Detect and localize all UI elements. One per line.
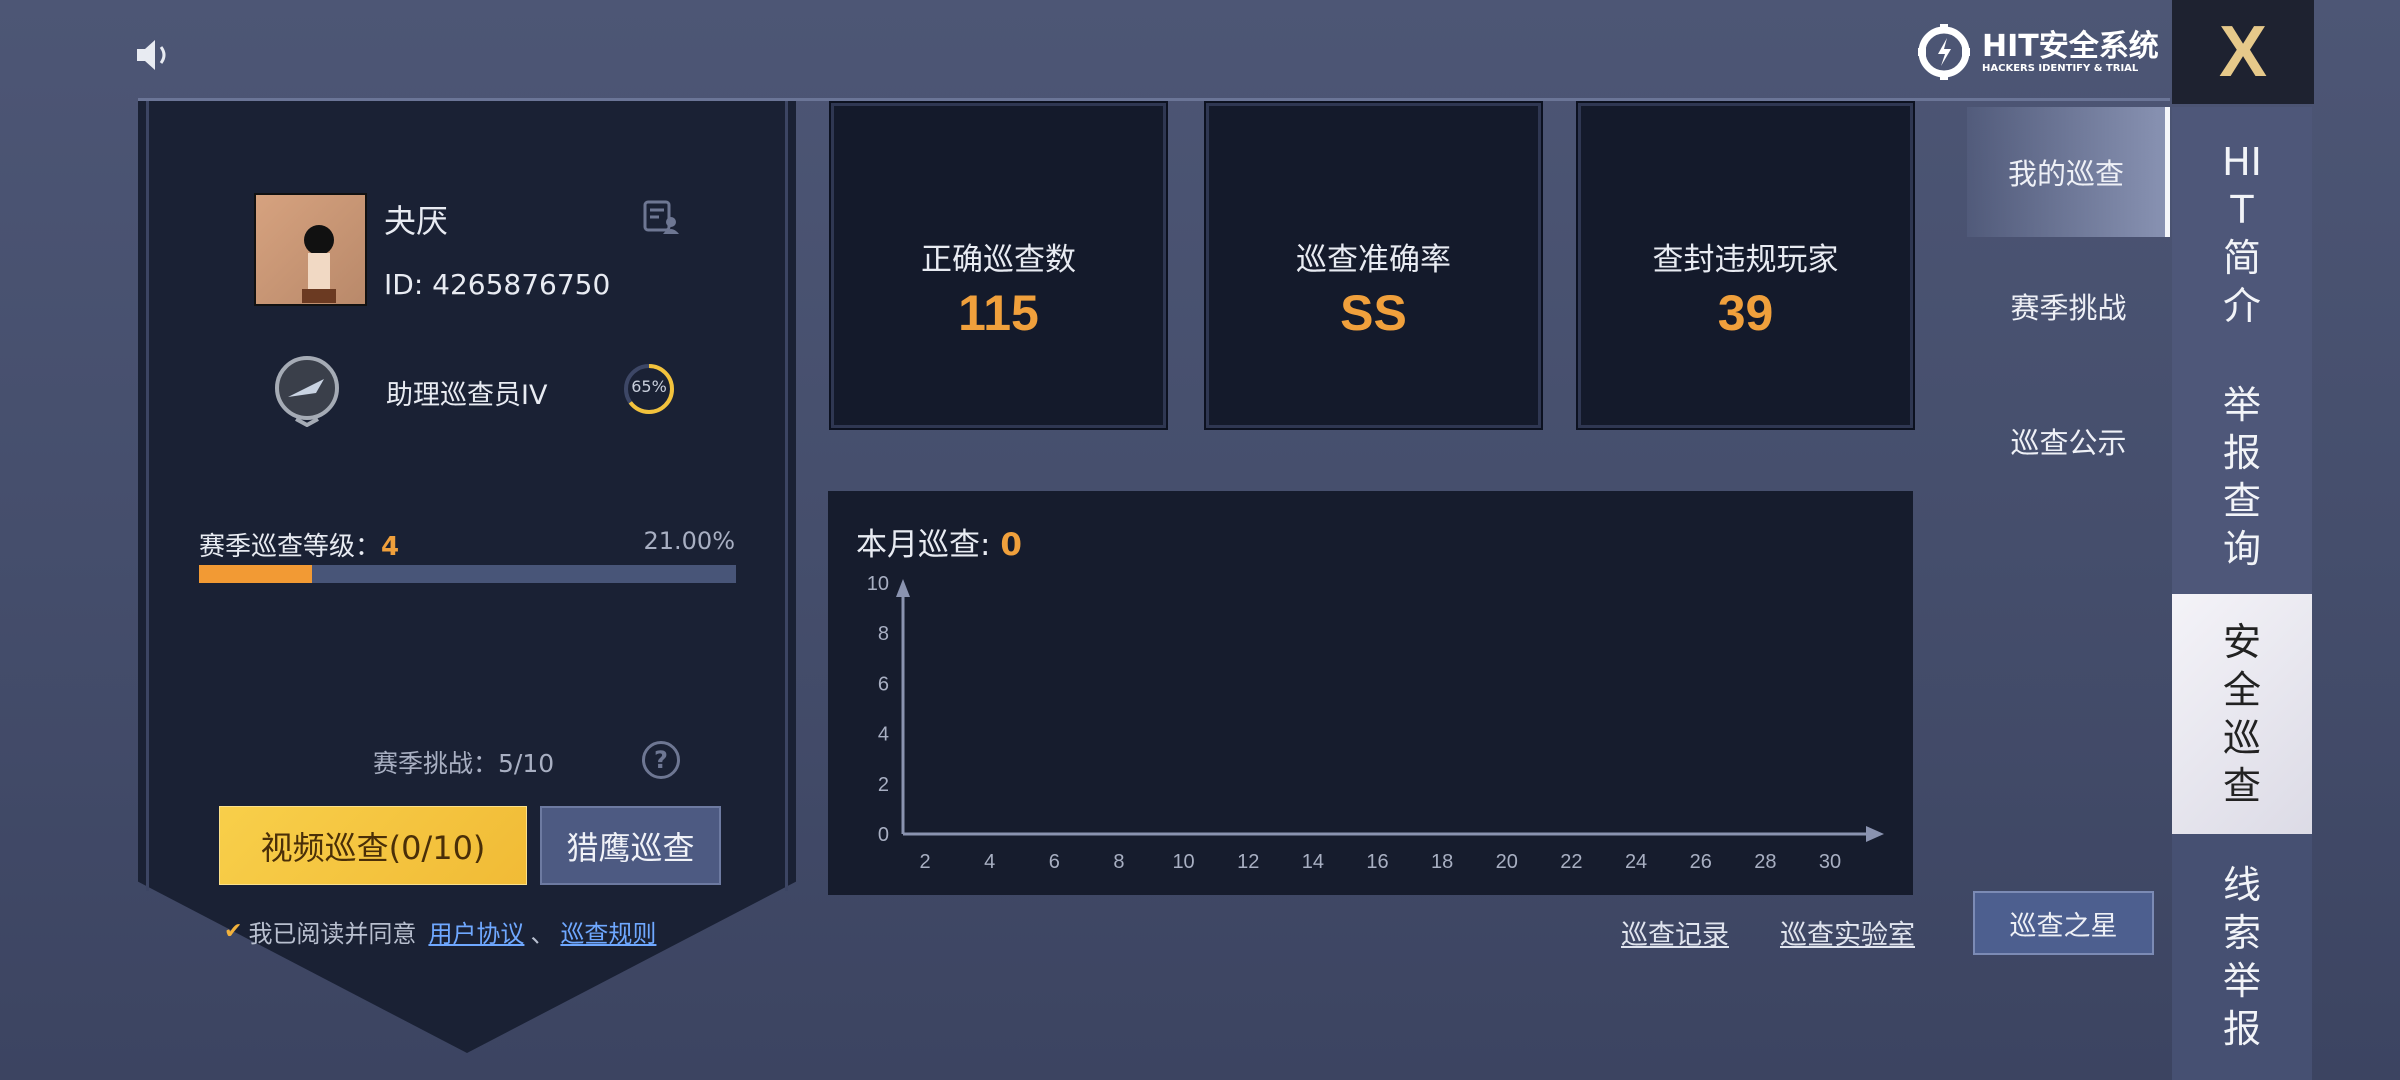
stat-card-banned: 查封违规玩家 39 xyxy=(1576,101,1915,430)
subnav-patrol-notice[interactable]: 巡查公示 xyxy=(2010,426,2127,460)
season-progress-fill xyxy=(199,565,312,583)
user-agreement-link[interactable]: 用户协议 xyxy=(428,920,525,948)
rank-progress-text: 65% xyxy=(631,377,667,396)
help-icon[interactable]: ? xyxy=(642,741,680,779)
y-tick-label: 0 xyxy=(878,824,889,846)
tab-security-patrol[interactable]: 安全巡查 xyxy=(2172,594,2312,834)
patrol-records-link[interactable]: 巡查记录 xyxy=(1621,920,1729,951)
agree-text: 我已阅读并同意 xyxy=(248,920,417,948)
avatar[interactable] xyxy=(254,193,367,306)
x-tick-label: 12 xyxy=(1237,851,1259,873)
stat-value: 39 xyxy=(1717,285,1774,341)
subnav-my-patrol[interactable]: 我的巡查 xyxy=(1967,107,2170,237)
x-tick-label: 6 xyxy=(1049,851,1060,873)
agreement-row: ✔ 我已阅读并同意 用户协议、巡查规则 xyxy=(224,914,656,949)
stat-label: 巡查准确率 xyxy=(1296,242,1451,278)
x-tick-label: 10 xyxy=(1172,851,1194,873)
x-tick-label: 26 xyxy=(1690,851,1712,873)
x-tick-label: 20 xyxy=(1496,851,1518,873)
monthly-value: 0 xyxy=(1000,527,1022,563)
x-tick-label: 16 xyxy=(1366,851,1388,873)
tab-report-query[interactable]: 举报查询 xyxy=(2172,360,2312,594)
patrol-lab-link[interactable]: 巡查实验室 xyxy=(1780,920,1915,951)
monthly-chart-panel: 本月巡查: 0 0 2 4 6 8 10 2 4 6 8 10 12 14 16 18 20 22 24 26 28 3… xyxy=(828,491,1913,895)
speaker-icon[interactable] xyxy=(135,38,175,72)
y-tick-label: 4 xyxy=(878,724,889,746)
stat-label: 查封违规玩家 xyxy=(1652,242,1839,278)
x-tick-label: 22 xyxy=(1560,851,1582,873)
x-tick-label: 24 xyxy=(1625,851,1647,873)
stat-value: 115 xyxy=(958,285,1039,341)
patrol-star-button[interactable]: 巡查之星 xyxy=(1973,891,2154,955)
season-challenge: 赛季挑战：5/10 xyxy=(373,749,555,778)
y-tick-label: 10 xyxy=(867,573,889,595)
stat-card-correct: 正确巡查数 115 xyxy=(829,101,1168,430)
x-tick-label: 30 xyxy=(1819,851,1841,873)
player-name: 夬厌 xyxy=(384,202,449,240)
x-tick-label: 2 xyxy=(919,851,930,873)
agree-separator: 、 xyxy=(530,920,555,948)
x-tick-label: 4 xyxy=(984,851,995,873)
logo-subtitle: HACKERS IDENTIFY & TRIAL xyxy=(1982,62,2139,74)
y-tick-label: 8 xyxy=(878,623,889,645)
stat-value: SS xyxy=(1340,285,1407,341)
header-divider xyxy=(138,98,2170,101)
panel-border-left xyxy=(146,101,149,891)
player-id: ID: 4265876750 xyxy=(384,268,611,301)
tab-label: 安全巡查 xyxy=(2222,620,2261,808)
x-axis-arrow xyxy=(1866,826,1884,842)
season-level-value: 4 xyxy=(381,532,400,562)
hit-logo: HIT安全系统 HACKERS IDENTIFY & TRIAL xyxy=(1916,22,2159,82)
season-level-label: 赛季巡查等级： xyxy=(199,532,382,562)
stat-label: 正确巡查数 xyxy=(921,242,1076,278)
subnav-season-challenge[interactable]: 赛季挑战 xyxy=(2010,291,2127,325)
x-tick-label: 14 xyxy=(1302,851,1324,873)
rank-progress-ring xyxy=(624,364,674,414)
patrol-rules-link[interactable]: 巡查规则 xyxy=(560,920,657,948)
season-percent: 21.00% xyxy=(643,527,735,555)
logo-title: HIT安全系统 xyxy=(1982,28,2159,64)
tab-label: HIT简介 xyxy=(2222,139,2262,328)
tab-hit-intro[interactable]: HIT简介 xyxy=(2172,107,2312,360)
tab-label: 举报查询 xyxy=(2222,383,2261,571)
x-tick-label: 8 xyxy=(1113,851,1124,873)
profile-card-icon[interactable] xyxy=(643,200,679,236)
panel-border-right xyxy=(785,101,788,891)
x-tick-label: 18 xyxy=(1431,851,1453,873)
agree-checkbox[interactable]: ✔ xyxy=(224,919,243,944)
rank-badge-icon xyxy=(275,356,339,427)
hawk-patrol-button[interactable]: 猎鹰巡查 xyxy=(540,806,721,885)
season-level: 赛季巡查等级：4 xyxy=(199,526,399,563)
monthly-label: 本月巡查: 0 xyxy=(856,519,1022,564)
x-logo-icon[interactable]: X xyxy=(2172,0,2314,104)
monthly-label-text: 本月巡查: xyxy=(856,527,991,563)
tab-clue-report[interactable]: 线索举报 xyxy=(2172,834,2312,1080)
video-patrol-button[interactable]: 视频巡查(0/10) xyxy=(219,806,527,885)
lightning-shield-icon xyxy=(1918,24,1970,80)
y-axis-arrow xyxy=(896,579,910,597)
y-tick-label: 6 xyxy=(878,673,889,695)
rank-title: 助理巡查员IV xyxy=(386,380,548,411)
y-tick-label: 2 xyxy=(878,774,889,796)
x-tick-label: 28 xyxy=(1754,851,1776,873)
season-progress-bar xyxy=(199,565,736,583)
stat-card-accuracy: 巡查准确率 SS xyxy=(1204,101,1543,430)
tab-label: 线索举报 xyxy=(2222,863,2261,1051)
